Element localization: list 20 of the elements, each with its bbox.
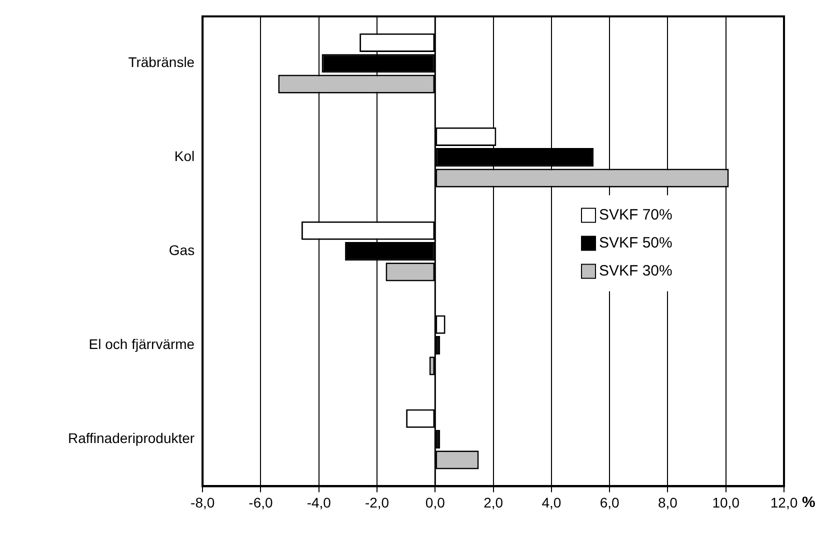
y-tick-label: Träbränsle bbox=[128, 54, 195, 70]
y-tick-label: Kol bbox=[174, 148, 195, 164]
x-tick-label: -6,0 bbox=[248, 494, 274, 510]
legend-label: SVKF 30% bbox=[599, 262, 672, 280]
x-tick-label: -8,0 bbox=[190, 494, 215, 510]
y-tick-label: El och fjärrvärme bbox=[88, 336, 195, 352]
y-tick-label: Gas bbox=[168, 242, 195, 258]
x-tick-label: 6,0 bbox=[600, 494, 620, 510]
x-tick-label: 2,0 bbox=[484, 494, 504, 510]
y-tick-label: Raffinaderiprodukter bbox=[68, 430, 195, 446]
x-tick-label: 8,0 bbox=[658, 494, 678, 510]
x-tick-label: 12,0 bbox=[770, 494, 798, 510]
legend-label: SVKF 50% bbox=[599, 234, 672, 252]
x-tick-label: 10,0 bbox=[712, 494, 740, 510]
x-tick-label: 0,0 bbox=[425, 494, 446, 510]
x-tick-label: -4,0 bbox=[306, 494, 332, 510]
x-tick-label: -2,0 bbox=[364, 494, 390, 510]
x-tick-label: 4,0 bbox=[542, 494, 562, 510]
legend-label: SVKF 70% bbox=[599, 206, 672, 224]
x-axis-title: % bbox=[802, 494, 816, 512]
